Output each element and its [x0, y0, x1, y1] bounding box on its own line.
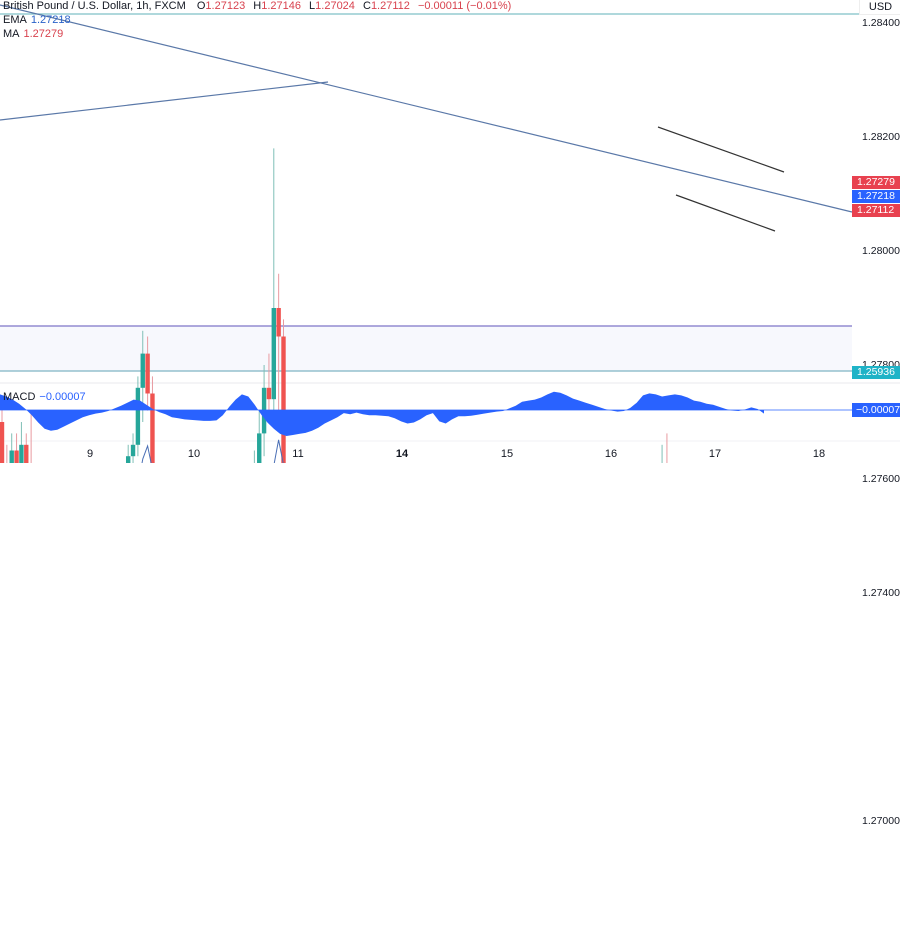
macd-legend[interactable]: MACD −0.00007 [3, 391, 86, 403]
ascending-trendline[interactable] [0, 81, 329, 121]
time-tick: 17 [708, 448, 722, 460]
price-tag: 1.27279 [852, 176, 900, 189]
close-value: 1.27112 [370, 0, 410, 12]
time-tick: 18 [812, 448, 826, 460]
descending-trendline[interactable] [0, 4, 853, 213]
price-tick: 1.28400 [862, 17, 900, 29]
price-tag: 1.27218 [852, 190, 900, 203]
price-tick: 1.27600 [862, 473, 900, 485]
high-value: 1.27146 [261, 0, 301, 12]
time-tick: 16 [604, 448, 618, 460]
macd-histogram-area [0, 391, 764, 436]
macd-price-tag: −0.00007 [852, 403, 900, 417]
ema-legend[interactable]: EMA 1.27218 [3, 14, 71, 27]
open-value: 1.27123 [205, 0, 246, 12]
ma-legend[interactable]: MA 1.27279 [3, 28, 63, 41]
price-tick: 1.28200 [862, 131, 900, 143]
time-tick: 9 [86, 448, 94, 460]
open-label: O [196, 0, 206, 12]
high-label: H [253, 0, 262, 12]
symbol-legend[interactable]: British Pound / U.S. Dollar, 1h, FXCM O1… [3, 0, 511, 13]
time-tick: 15 [500, 448, 514, 460]
low-value: 1.27024 [315, 0, 355, 12]
ema-label: EMA [3, 14, 27, 26]
price-tag: 1.27112 [852, 204, 900, 217]
ema-value: 1.27218 [30, 14, 71, 26]
price-tick: 1.27000 [862, 815, 900, 827]
price-tick: 1.27400 [862, 587, 900, 599]
macd-label: MACD [3, 391, 36, 403]
ma-label: MA [3, 28, 20, 40]
close-label: C [362, 0, 371, 12]
time-tick: 11 [292, 448, 304, 460]
currency-label[interactable]: USD [859, 0, 900, 15]
change-value: −0.00011 (−0.01%) [417, 0, 512, 12]
ema-line [141, 439, 284, 463]
candlestick-series [0, 148, 668, 463]
time-tick: 10 [187, 448, 201, 460]
low-label: L [309, 0, 316, 12]
channel-upper-line[interactable] [657, 126, 785, 173]
time-tick: 14 [395, 448, 409, 460]
support-zone [0, 326, 852, 371]
price-tag: 1.25936 [852, 366, 900, 379]
chart-canvas[interactable] [0, 0, 900, 463]
price-tick: 1.28000 [862, 245, 900, 257]
channel-lower-line[interactable] [675, 194, 776, 232]
ma-value: 1.27279 [23, 28, 64, 40]
macd-value: −0.00007 [39, 391, 86, 403]
symbol-title: British Pound / U.S. Dollar, 1h, FXCM [3, 0, 186, 12]
